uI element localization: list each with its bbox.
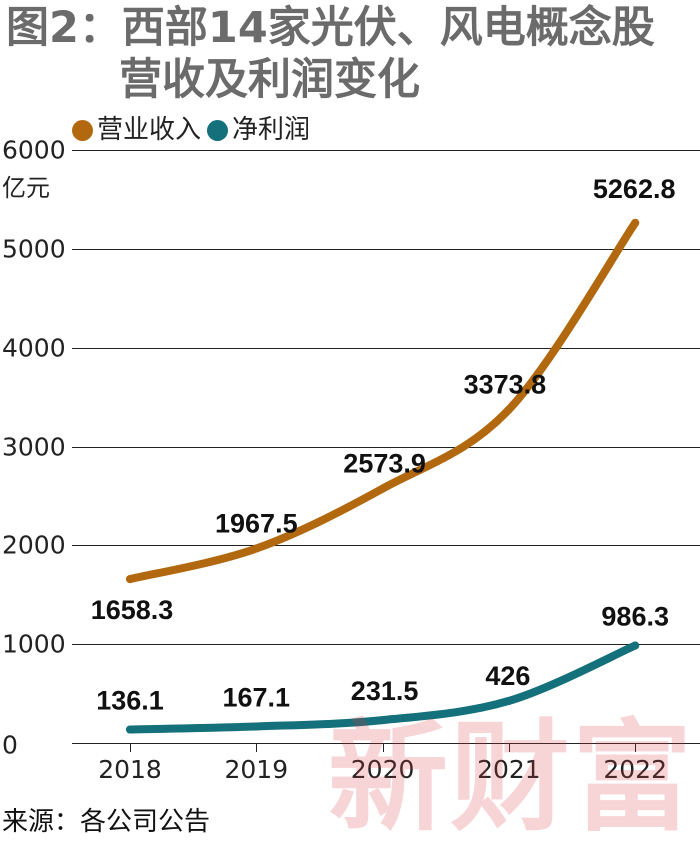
title-line-1: 图2：西部14家光伏、风电概念股 — [6, 3, 655, 53]
legend-item-profit: 净利润 — [207, 115, 310, 145]
y-tick-label-3000: 3000 — [2, 433, 66, 462]
data-label-营业收入-2019: 1967.5 — [215, 509, 298, 539]
x-tick-label-2020: 2020 — [351, 755, 415, 784]
y-tick-label-1000: 1000 — [2, 630, 66, 659]
data-label-净利润-2020: 231.5 — [351, 676, 419, 706]
point-营业收入-2018 — [126, 575, 134, 584]
point-营业收入-2022 — [631, 218, 640, 227]
series-lines — [126, 218, 640, 734]
series-line-营业收入 — [126, 218, 640, 584]
y-tick-label-5000: 5000 — [2, 235, 66, 264]
y-tick-label-2000: 2000 — [2, 531, 66, 560]
x-axis-labels: 2018 2019 2020 2021 2022 — [98, 755, 667, 784]
y-tick-label-4000: 4000 — [2, 334, 66, 363]
x-tick-label-2021: 2021 — [477, 755, 541, 784]
gridlines — [72, 150, 700, 744]
data-labels: 1658.3 1967.5 2573.9 3373.8 5262.8 136.1 167.1… — [91, 174, 676, 716]
x-tick-marks — [130, 743, 636, 752]
data-label-净利润-2018: 136.1 — [96, 686, 164, 716]
y-axis-labels: 0 1000 2000 3000 4000 5000 6000 — [2, 136, 66, 760]
data-label-营业收入-2020: 2573.9 — [343, 449, 426, 479]
legend-label-profit: 净利润 — [232, 115, 311, 145]
point-营业收入-2019 — [252, 544, 261, 553]
source-note: 来源：各公司公告 — [2, 807, 211, 837]
y-axis-unit: 亿元 — [2, 174, 50, 202]
point-营业收入-2021 — [504, 405, 513, 414]
data-label-净利润-2019: 167.1 — [223, 682, 291, 712]
x-tick-label-2019: 2019 — [224, 755, 288, 784]
data-label-营业收入-2022: 5262.8 — [593, 174, 676, 204]
point-净利润-2020 — [378, 716, 387, 725]
y-tick-label-0: 0 — [2, 731, 18, 760]
legend-dot-revenue-icon — [72, 119, 93, 141]
data-label-净利润-2022: 986.3 — [601, 602, 669, 632]
point-净利润-2018 — [126, 725, 134, 734]
legend-dot-profit-icon — [207, 119, 229, 141]
data-label-营业收入-2018: 1658.3 — [91, 595, 174, 625]
point-净利润-2019 — [252, 722, 261, 731]
legend-label-revenue: 营业收入 — [97, 115, 202, 145]
point-净利润-2022 — [631, 641, 640, 650]
point-净利润-2021 — [504, 696, 513, 705]
point-营业收入-2020 — [378, 484, 387, 493]
chart-title: 图2：西部14家光伏、风电概念股 营收及利润变化 — [6, 2, 655, 106]
x-tick-label-2018: 2018 — [98, 755, 162, 784]
y-tick-label-6000: 6000 — [2, 136, 66, 165]
legend-item-revenue: 营业收入 — [72, 115, 201, 145]
legend: 营业收入 净利润 — [72, 115, 316, 145]
data-label-营业收入-2021: 3373.8 — [464, 370, 547, 400]
x-tick-label-2022: 2022 — [603, 755, 667, 784]
data-label-净利润-2021: 426 — [485, 661, 530, 691]
title-line-2: 营收及利润变化 — [119, 55, 420, 105]
